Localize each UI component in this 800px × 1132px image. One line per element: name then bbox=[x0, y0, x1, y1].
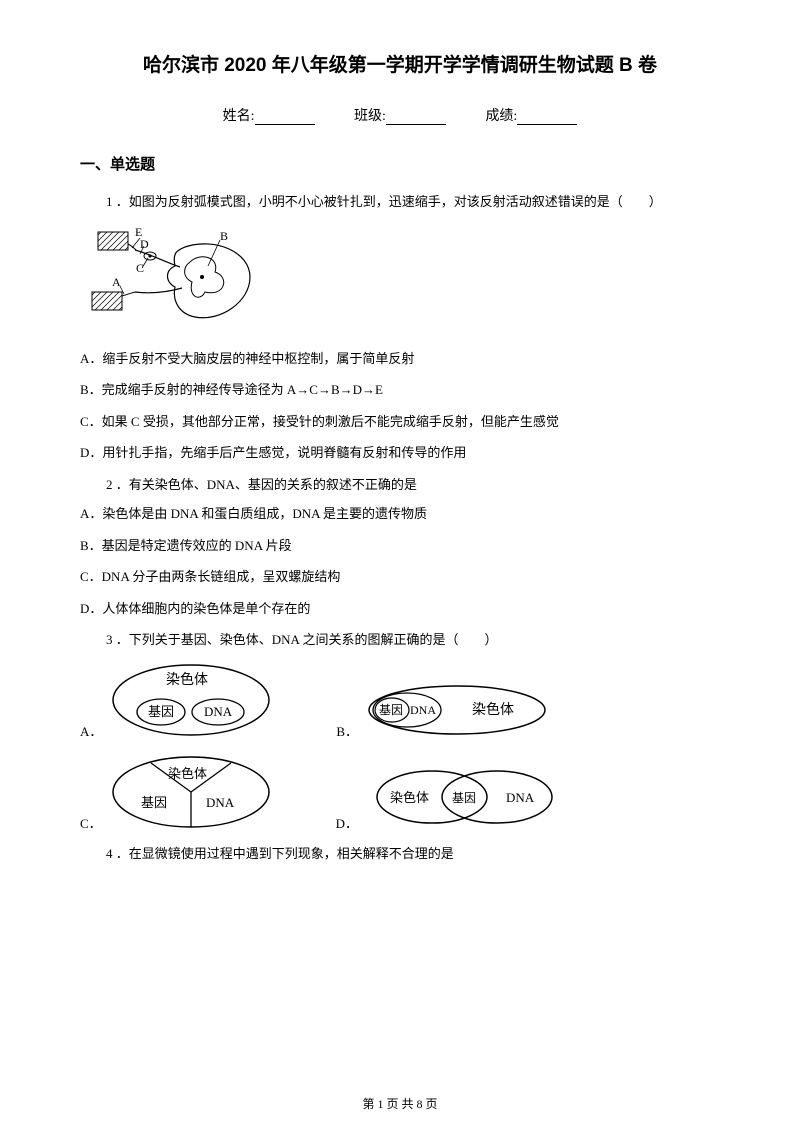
section-heading: 一、单选题 bbox=[80, 153, 720, 174]
q1-figure: E D C A B bbox=[80, 222, 720, 337]
q1-option-c: C．如果 C 受损，其他部分正常，接受针的刺激后不能完成缩手反射，但能产生感觉 bbox=[80, 412, 720, 432]
q3-figure-d: 染色体 基因 DNA bbox=[362, 762, 562, 832]
q3-cell-d: D． 染色体 基因 DNA bbox=[336, 762, 562, 832]
q3-label-a: A． bbox=[80, 721, 102, 740]
exam-title: 哈尔滨市 2020 年八年级第一学期开学学情调研生物试题 B 卷 bbox=[80, 50, 720, 77]
q3-stem: 3 ．下列关于基因、染色体、DNA 之间关系的图解正确的是（ ） bbox=[80, 630, 720, 650]
q3-label-d: D． bbox=[336, 813, 358, 832]
svg-text:DNA: DNA bbox=[410, 703, 436, 717]
q1-option-a: A．缩手反射不受大脑皮层的神经中枢控制，属于简单反射 bbox=[80, 349, 720, 369]
q2-option-c: C．DNA 分子由两条长链组成，呈双螺旋结构 bbox=[80, 567, 720, 587]
name-blank[interactable] bbox=[255, 110, 315, 125]
q1-stem: 1 ．如图为反射弧模式图，小明不小心被针扎到，迅速缩手，对该反射活动叙述错误的是… bbox=[80, 192, 720, 212]
svg-text:染色体: 染色体 bbox=[166, 671, 208, 688]
q4-stem: 4 ．在显微镜使用过程中遇到下列现象，相关解释不合理的是 bbox=[80, 844, 720, 864]
class-label: 班级: bbox=[354, 105, 386, 125]
svg-text:基因: 基因 bbox=[379, 703, 403, 717]
q1-option-b: B．完成缩手反射的神经传导途径为 A→C→B→D→E bbox=[80, 380, 720, 400]
q2-stem: 2 ．有关染色体、DNA、基因的关系的叙述不正确的是 bbox=[80, 475, 720, 495]
q3-label-b: B． bbox=[336, 721, 358, 740]
svg-text:基因: 基因 bbox=[148, 704, 174, 719]
name-label: 姓名: bbox=[223, 105, 255, 125]
q3-figure-a: 染色体 基因 DNA bbox=[106, 660, 276, 740]
svg-text:DNA: DNA bbox=[204, 704, 233, 719]
q1-label-D: D bbox=[140, 237, 149, 251]
q1-label-B: B bbox=[220, 229, 228, 243]
svg-text:染色体: 染色体 bbox=[168, 766, 207, 781]
svg-text:染色体: 染色体 bbox=[390, 790, 429, 805]
score-label: 成绩: bbox=[485, 105, 517, 125]
q2-option-b: B．基因是特定遗传效应的 DNA 片段 bbox=[80, 536, 720, 556]
score-blank[interactable] bbox=[517, 110, 577, 125]
q3-row-1: A． 染色体 基因 DNA B． 基因 DNA 染色体 bbox=[80, 660, 720, 740]
svg-text:染色体: 染色体 bbox=[472, 701, 514, 718]
svg-text:DNA: DNA bbox=[206, 795, 235, 810]
class-blank[interactable] bbox=[386, 110, 446, 125]
q1-label-A: A bbox=[112, 275, 121, 289]
q3-row-2: C． 染色体 基因 DNA D． 染色体 基因 DNA bbox=[80, 752, 720, 832]
q3-cell-b: B． 基因 DNA 染色体 bbox=[336, 680, 552, 740]
page-container: 哈尔滨市 2020 年八年级第一学期开学学情调研生物试题 B 卷 姓名: 班级:… bbox=[0, 0, 800, 903]
q1-label-C: C bbox=[136, 261, 144, 275]
info-line: 姓名: 班级: 成绩: bbox=[80, 105, 720, 125]
q3-cell-c: C． 染色体 基因 DNA bbox=[80, 752, 276, 832]
svg-text:DNA: DNA bbox=[506, 790, 535, 805]
q3-label-c: C． bbox=[80, 813, 102, 832]
q3-cell-a: A． 染色体 基因 DNA bbox=[80, 660, 276, 740]
q2-option-d: D．人体体细胞内的染色体是单个存在的 bbox=[80, 599, 720, 619]
q3-figure-b: 基因 DNA 染色体 bbox=[362, 680, 552, 740]
svg-text:基因: 基因 bbox=[452, 791, 476, 805]
q3-figure-c: 染色体 基因 DNA bbox=[106, 752, 276, 832]
svg-text:基因: 基因 bbox=[141, 795, 167, 810]
q2-option-a: A．染色体是由 DNA 和蛋白质组成，DNA 是主要的遗传物质 bbox=[80, 504, 720, 524]
page-footer: 第 1 页 共 8 页 bbox=[0, 1095, 800, 1112]
q1-option-d: D．用针扎手指，先缩手后产生感觉，说明脊髓有反射和传导的作用 bbox=[80, 443, 720, 463]
